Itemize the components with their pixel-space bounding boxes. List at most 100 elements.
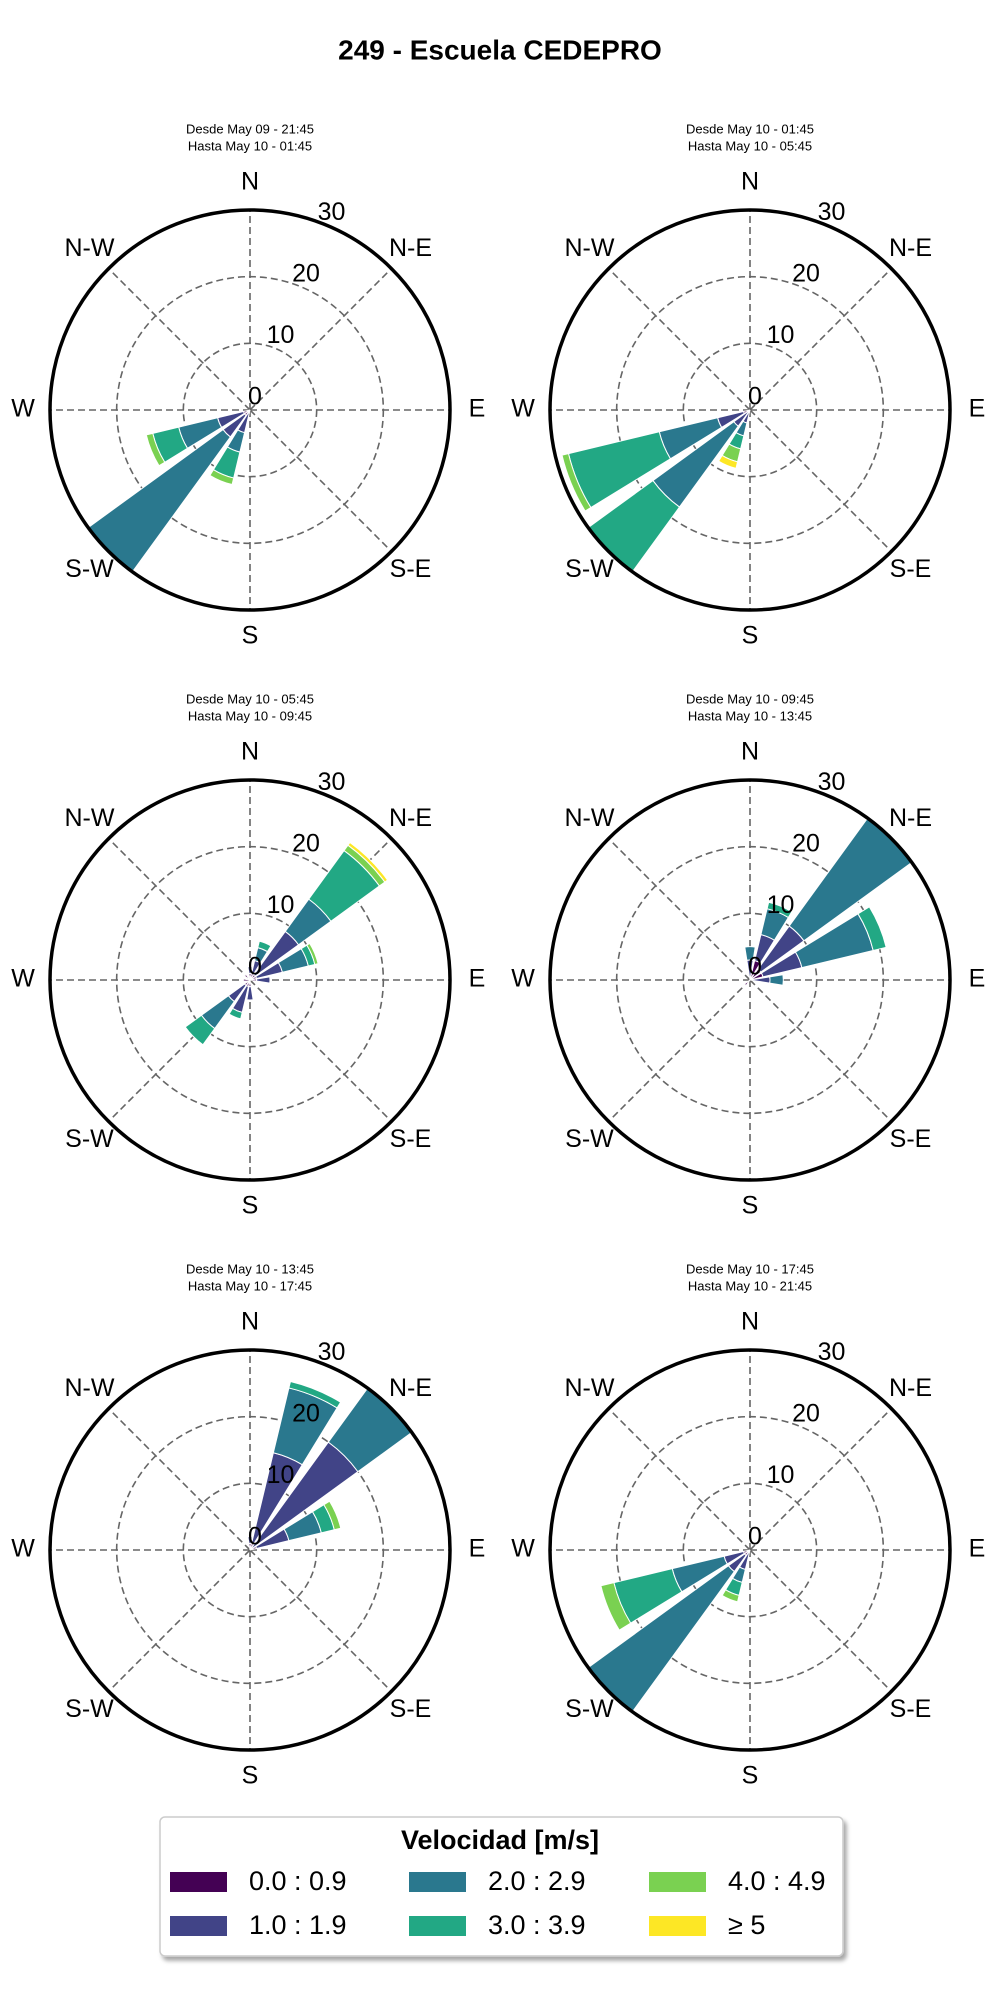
angular-grid-line — [749, 1408, 892, 1551]
wind-bar — [257, 940, 272, 953]
radial-grid-line — [682, 912, 818, 1048]
subplot-subtitle: Hasta May 10 - 17:45 — [188, 1278, 312, 1293]
radial-grid-line — [182, 1482, 318, 1618]
wind-bar — [347, 841, 389, 883]
direction-label: S-W — [65, 1695, 114, 1723]
polar-frame — [548, 208, 952, 612]
legend-swatch — [649, 1916, 706, 1936]
direction-label: E — [469, 395, 486, 423]
radial-tick-label: 10 — [267, 1461, 295, 1489]
wind-bar — [145, 432, 166, 467]
angular-grid-line — [249, 1549, 392, 1692]
radial-grid-line — [615, 845, 885, 1115]
radial-tick-label: 10 — [267, 321, 295, 349]
direction-label: W — [11, 965, 35, 993]
radial-grid-line — [682, 1482, 818, 1618]
direction-label: S-E — [890, 555, 932, 583]
direction-label: S-E — [390, 1125, 432, 1153]
radial-tick-label: 30 — [318, 768, 346, 796]
radial-tick-label: 20 — [792, 259, 820, 287]
radial-grid-line — [182, 342, 318, 478]
direction-label: E — [469, 1535, 486, 1563]
radial-tick-label: 10 — [767, 321, 795, 349]
radial-tick-label: 20 — [292, 259, 320, 287]
angular-grid-line — [108, 1408, 251, 1551]
wind-bar — [323, 1500, 342, 1531]
radial-grid-line — [115, 275, 385, 545]
direction-label: N-W — [64, 804, 114, 832]
direction-label: E — [969, 965, 986, 993]
direction-label: S-E — [390, 555, 432, 583]
angular-grid-line — [249, 409, 392, 552]
legend-label: 0.0 : 0.9 — [249, 1866, 347, 1896]
wind-bar — [769, 974, 784, 986]
legend-swatch — [170, 1916, 227, 1936]
direction-label: S-W — [565, 1695, 614, 1723]
radial-tick-label: 30 — [818, 198, 846, 226]
direction-label: S-W — [65, 1125, 114, 1153]
radial-tick-label: 10 — [767, 891, 795, 919]
radial-tick-label: 10 — [767, 1461, 795, 1489]
polar-frame — [548, 778, 952, 1182]
radial-tick-label: 0 — [748, 383, 762, 411]
radial-tick-label: 0 — [748, 953, 762, 981]
polar-frame — [48, 1348, 452, 1752]
subplot-subtitle: Hasta May 10 - 13:45 — [688, 708, 812, 723]
subplot-subtitle: Desde May 10 - 05:45 — [186, 691, 314, 706]
wind-bar — [246, 986, 254, 1001]
radial-tick-label: 20 — [292, 829, 320, 857]
figure-title: 249 - Escuela CEDEPRO — [338, 34, 662, 65]
direction-label: N-E — [389, 234, 432, 262]
direction-label: N-E — [389, 1374, 432, 1402]
radial-grid-line — [615, 1415, 885, 1685]
direction-label: N-W — [564, 234, 614, 262]
radial-tick-label: 10 — [267, 891, 295, 919]
radial-tick-label: 30 — [318, 198, 346, 226]
wind-bar — [744, 946, 756, 961]
direction-label: W — [511, 395, 535, 423]
radial-tick-label: 20 — [792, 829, 820, 857]
legend-title: Velocidad [m/s] — [401, 1825, 599, 1855]
direction-label: W — [11, 395, 35, 423]
angular-grid-line — [108, 1549, 251, 1692]
radial-tick-label: 20 — [292, 1399, 320, 1427]
radial-tick-label: 0 — [748, 1523, 762, 1551]
subplot-subtitle: Desde May 10 - 09:45 — [686, 691, 814, 706]
wind-bar — [288, 1380, 342, 1409]
radial-grid-line — [182, 912, 318, 1048]
direction-label: N-W — [564, 804, 614, 832]
angular-grid-line — [749, 409, 892, 552]
radial-grid-line — [115, 845, 385, 1115]
radial-tick-label: 30 — [818, 768, 846, 796]
direction-label: S — [242, 1192, 259, 1220]
legend-label: ≥ 5 — [728, 1910, 765, 1940]
legend-swatch — [170, 1872, 227, 1892]
angular-grid-line — [108, 838, 251, 981]
radial-tick-label: 0 — [248, 1523, 262, 1551]
subplot-subtitle: Desde May 10 - 01:45 — [686, 121, 814, 136]
wind-bar — [766, 901, 793, 919]
wind-bar — [247, 966, 253, 974]
direction-label: S-E — [890, 1125, 932, 1153]
direction-label: N — [741, 1308, 759, 1336]
direction-label: S — [242, 622, 259, 650]
wind-bar — [184, 1014, 216, 1046]
legend-label: 4.0 : 4.9 — [728, 1866, 826, 1896]
direction-label: E — [969, 1535, 986, 1563]
direction-label: S-W — [565, 555, 614, 583]
wind-bar — [209, 468, 235, 486]
angular-grid-line — [608, 838, 751, 981]
wind-bar — [242, 978, 251, 982]
radial-tick-label: 30 — [318, 1338, 346, 1366]
wind-bar — [228, 1007, 243, 1020]
direction-label: N-E — [389, 804, 432, 832]
wind-bar — [717, 454, 739, 469]
wind-bar — [243, 973, 251, 981]
direction-label: S — [742, 1192, 759, 1220]
wind-bar — [561, 452, 592, 512]
radial-grid-line — [115, 1415, 385, 1685]
wind-bar — [247, 1536, 253, 1544]
legend-label: 1.0 : 1.9 — [249, 1910, 347, 1940]
direction-label: W — [511, 965, 535, 993]
radial-grid-line — [682, 342, 818, 478]
